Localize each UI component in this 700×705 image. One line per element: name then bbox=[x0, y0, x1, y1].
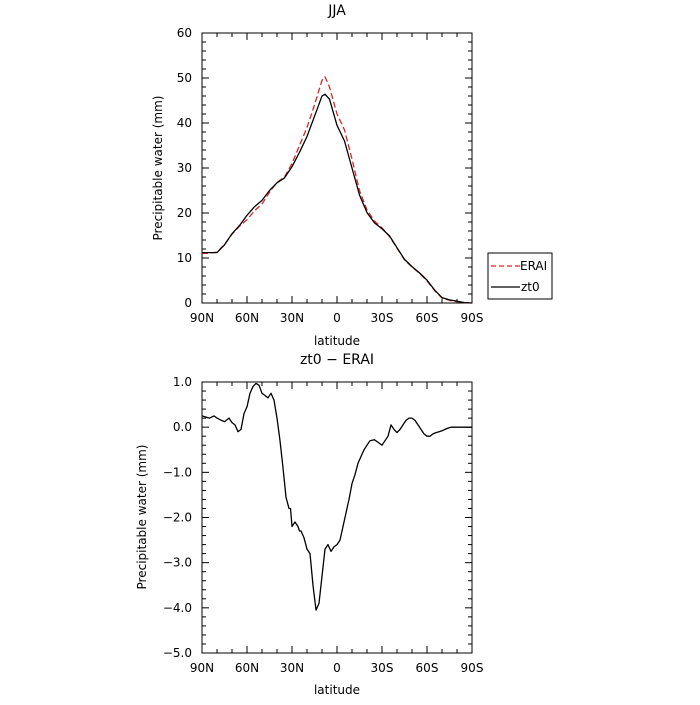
top-ytick-label: 30 bbox=[177, 161, 192, 175]
top-ytick-label: 10 bbox=[177, 251, 192, 265]
bottom-xtick-label: 30S bbox=[371, 661, 394, 675]
bottom-ytick-label: −4.0 bbox=[163, 601, 192, 615]
bottom-chart-lines bbox=[201, 382, 472, 611]
top-xtick-label: 0 bbox=[333, 311, 341, 325]
top-xtick-label: 90N bbox=[190, 311, 214, 325]
top-ytick-label: 20 bbox=[177, 206, 192, 220]
top-ytick-label: 40 bbox=[177, 116, 192, 130]
bottom-xtick-label: 30N bbox=[280, 661, 304, 675]
bottom-series-diff-line bbox=[201, 382, 472, 611]
bottom-ytick-label: −1.0 bbox=[163, 465, 192, 479]
top-ytick-label: 50 bbox=[177, 71, 192, 85]
top-chart-panel: JJA 90N 60N 30N 0 30S 60S 90S 0 10 20 30 40 50 60 lat… bbox=[151, 3, 553, 348]
top-xtick-label: 30N bbox=[280, 311, 304, 325]
bottom-xtick-label: 0 bbox=[333, 661, 341, 675]
top-ytick-label: 60 bbox=[177, 26, 192, 40]
top-chart-lines bbox=[201, 76, 473, 304]
top-xtick-label: 30S bbox=[371, 311, 394, 325]
top-chart-legend: ERAI zt0 bbox=[487, 252, 553, 300]
bottom-chart-ylabel: Precipitable water (mm) bbox=[135, 445, 149, 590]
top-chart-xlabel: latitude bbox=[314, 334, 360, 348]
bottom-ytick-label: 0.0 bbox=[173, 420, 192, 434]
bottom-xtick-label: 90S bbox=[461, 661, 484, 675]
bottom-xtick-label: 90N bbox=[190, 661, 214, 675]
top-chart-title: JJA bbox=[327, 3, 346, 19]
legend-zt0-label: zt0 bbox=[521, 280, 540, 294]
legend-box bbox=[487, 252, 553, 300]
bottom-chart-xlabel: latitude bbox=[314, 683, 360, 697]
bottom-chart-panel: zt0 − ERAI 90N 60N 30N 0 30S 60S 90S 1.0 0.0 −1.0… bbox=[135, 352, 483, 697]
top-chart-frame bbox=[201, 32, 473, 304]
bottom-chart-ticks: 90N 60N 30N 0 30S 60S 90S 1.0 0.0 −1.0 −2.0 −3.0 −4.… bbox=[163, 375, 484, 675]
top-chart-ticks: 90N 60N 30N 0 30S 60S 90S 0 10 20 30 40 50 60 bbox=[177, 26, 484, 325]
legend-erai-label: ERAI bbox=[520, 259, 547, 273]
top-chart-ylabel: Precipitable water (mm) bbox=[151, 96, 165, 241]
top-xtick-label: 60S bbox=[416, 311, 439, 325]
bottom-ytick-label: −2.0 bbox=[163, 511, 192, 525]
top-series-erai-line bbox=[201, 76, 473, 304]
bottom-ytick-label: 1.0 bbox=[173, 375, 192, 389]
top-xtick-label: 90S bbox=[461, 311, 484, 325]
bottom-chart-title: zt0 − ERAI bbox=[300, 352, 374, 368]
bottom-ytick-label: −3.0 bbox=[163, 556, 192, 570]
top-ytick-label: 0 bbox=[184, 296, 192, 310]
top-series-zt0-line bbox=[202, 93, 473, 304]
bottom-ytick-label: −5.0 bbox=[163, 646, 192, 660]
bottom-xtick-label: 60N bbox=[235, 661, 259, 675]
bottom-xtick-label: 60S bbox=[416, 661, 439, 675]
top-xtick-label: 60N bbox=[235, 311, 259, 325]
